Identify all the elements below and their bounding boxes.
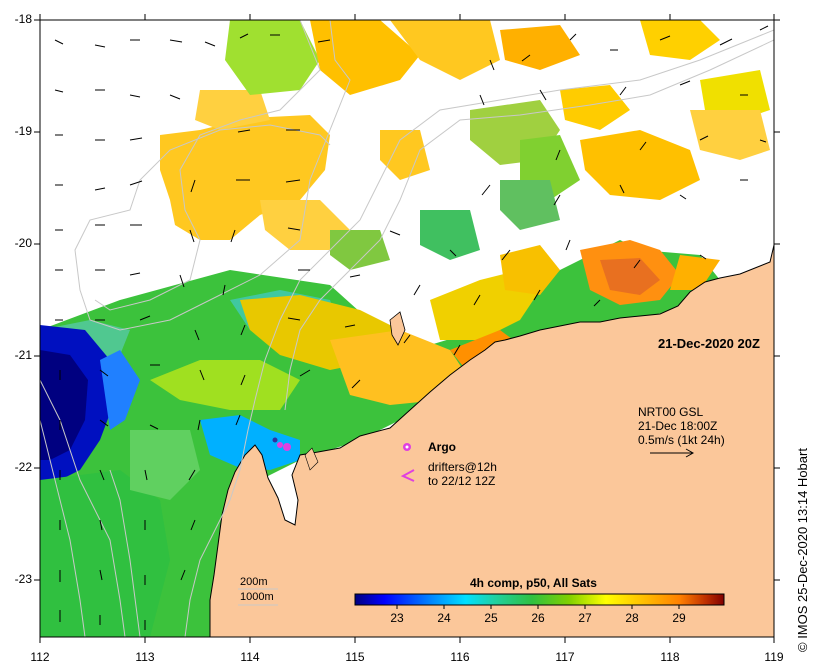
current-scale-arrow — [650, 448, 695, 458]
lon-tick-label: 118 — [660, 650, 680, 664]
colorbar-tick-label: 26 — [531, 611, 545, 625]
current-legend-scale: 0.5m/s (1kt 24h) — [638, 433, 725, 447]
colorbar-tick-label: 29 — [672, 611, 686, 625]
lat-tick-label: -22 — [14, 460, 32, 474]
lon-tick-label: 116 — [450, 650, 470, 664]
lon-tick-label: 119 — [764, 650, 784, 664]
lat-tick-label: -18 — [14, 12, 32, 26]
colorbar-tick-label: 27 — [578, 611, 592, 625]
date-label: 21-Dec-2020 20Z — [658, 336, 760, 351]
current-legend-title: NRT00 GSL — [638, 405, 704, 419]
lon-tick-label: 114 — [240, 650, 260, 664]
drifter-chevron-icon — [400, 469, 415, 482]
isobath-1000m-label: 1000m — [240, 591, 274, 603]
colorbar-ticks — [396, 605, 680, 609]
axis-ticks — [34, 14, 780, 643]
colorbar-tick-label: 25 — [484, 611, 498, 625]
lon-tick-label: 115 — [345, 650, 365, 664]
current-legend-time: 21-Dec 18:00Z — [638, 419, 718, 433]
coastline — [209, 244, 774, 637]
sst-field — [40, 20, 770, 637]
lat-tick-label: -21 — [14, 348, 32, 362]
drifters-legend-line2: to 22/12 12Z — [428, 474, 496, 488]
lon-tick-label: 117 — [555, 650, 575, 664]
colorbar — [354, 593, 725, 606]
argo-legend-label: Argo — [428, 440, 456, 454]
lat-tick-label: -19 — [14, 124, 32, 138]
argo-float-marker — [283, 443, 291, 451]
drifters-legend-line1: drifters@12h — [428, 460, 497, 474]
lon-tick-label: 112 — [30, 650, 50, 664]
colorbar-title: 4h comp, p50, All Sats — [470, 576, 597, 590]
lon-tick-label: 113 — [135, 650, 155, 664]
isobaths — [40, 20, 774, 637]
lat-tick-label: -20 — [14, 236, 32, 250]
credit-text: © IMOS 25-Dec-2020 13:14 Hobart — [795, 448, 810, 652]
lat-tick-label: -23 — [14, 572, 32, 586]
land — [210, 245, 774, 637]
colorbar-tick-label: 23 — [390, 611, 404, 625]
map-frame — [39, 19, 775, 638]
isobath-200m-label: 200m — [240, 576, 268, 588]
colorbar-tick-label: 24 — [437, 611, 451, 625]
current-vectors — [54, 25, 769, 630]
colorbar-tick-label: 28 — [625, 611, 639, 625]
